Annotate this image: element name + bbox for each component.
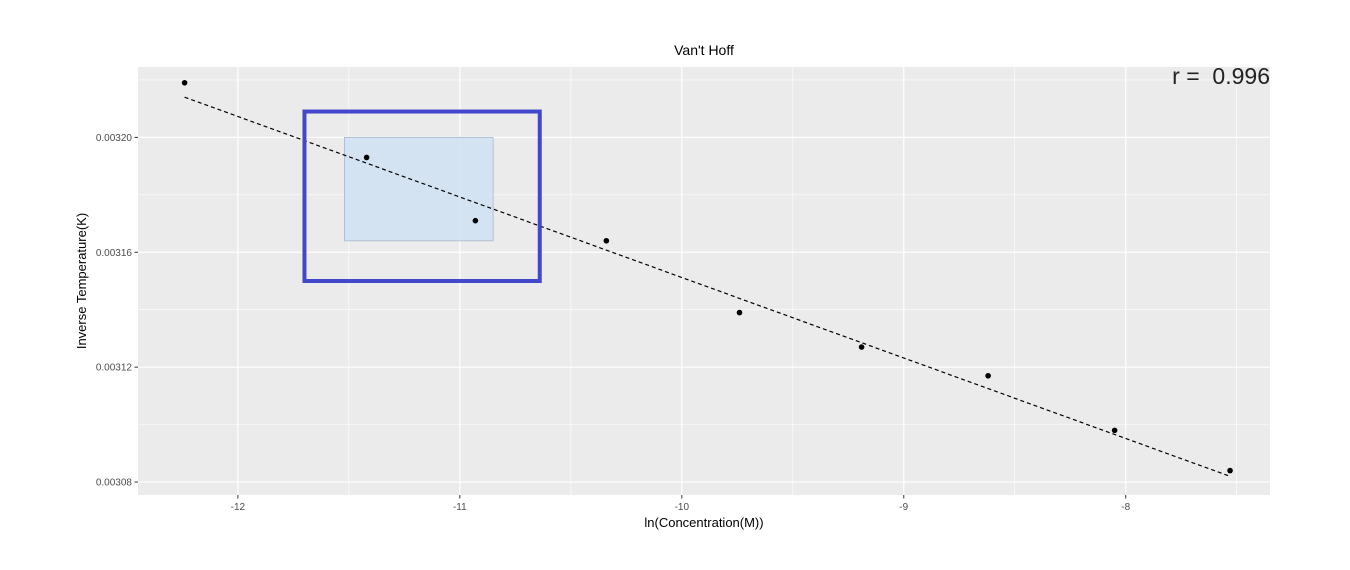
correlation-annotation: r = 0.996: [1172, 63, 1270, 89]
data-point: [985, 372, 991, 379]
x-axis-ticks: -12 -11 -10 -9 -8: [231, 495, 1131, 513]
y-tick-label: 0.00312: [96, 363, 133, 374]
x-tick-label: -12: [231, 502, 246, 513]
data-point: [1111, 427, 1118, 434]
data-point: [181, 79, 188, 86]
data-points: [181, 79, 1233, 474]
data-point: [363, 154, 370, 161]
x-tick-label: -11: [453, 502, 467, 513]
y-tick-label: 0.00320: [96, 133, 133, 144]
x-tick-label: -9: [899, 502, 908, 513]
data-point: [858, 344, 865, 350]
x-tick-label: -10: [675, 502, 690, 513]
highlight-region: [344, 136, 494, 242]
minor-gridlines: [138, 67, 1270, 495]
data-point: [736, 309, 743, 316]
data-point: [603, 237, 610, 244]
y-tick-label: 0.00316: [96, 248, 133, 259]
data-point: [472, 217, 479, 224]
x-tick-label: -8: [1121, 502, 1130, 513]
highlight-outline-box: [302, 109, 542, 284]
y-axis-ticks: 0.00308 0.00312 0.00316 0.00320: [96, 133, 138, 489]
chart-title: Van't Hoff: [674, 42, 734, 58]
x-axis-title: ln(Concentration(M)): [644, 515, 763, 530]
y-tick-label: 0.00308: [96, 478, 133, 489]
regression-line: [184, 96, 1231, 477]
highlight-layer: [344, 136, 494, 242]
outline-layer: [302, 109, 542, 284]
fit-line-layer: [184, 96, 1231, 477]
y-axis-title: Inverse Temperature(K): [74, 213, 89, 349]
data-point: [1227, 467, 1233, 474]
